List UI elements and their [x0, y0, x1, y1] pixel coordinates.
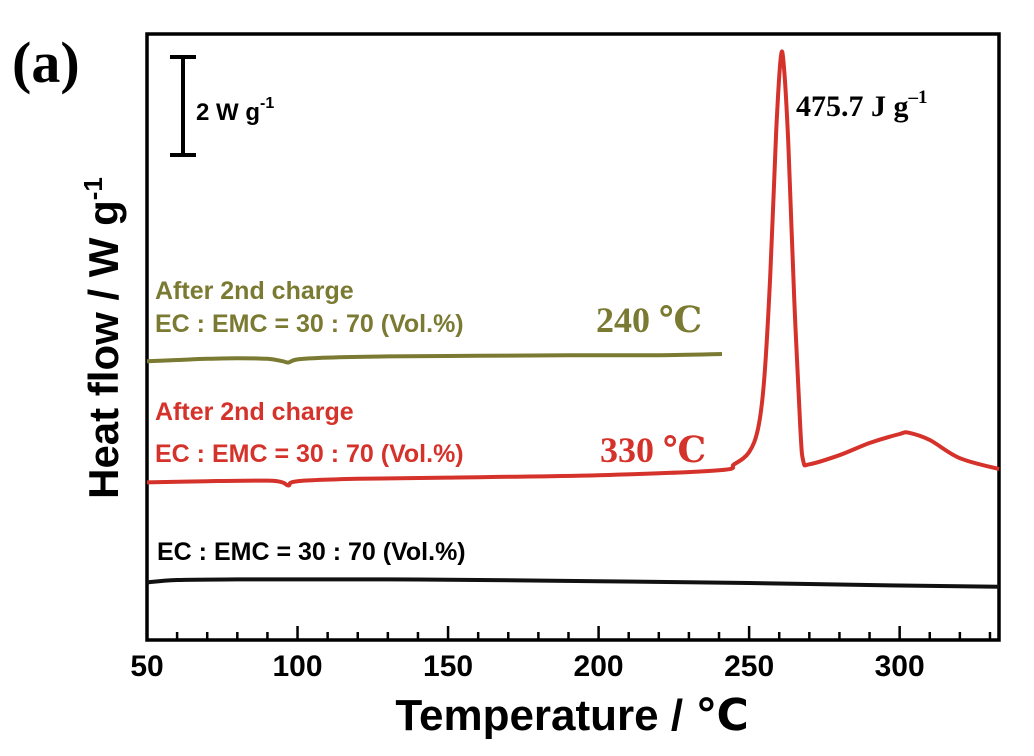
series-line-330c: [146, 49, 1000, 488]
series-group: [146, 49, 1000, 589]
x-tick-label: 150: [423, 650, 473, 683]
x-tick-label: 50: [130, 650, 163, 683]
x-tick-label: 100: [272, 650, 322, 683]
series-line-electrolyte: [146, 577, 1000, 589]
x-axis-label: Temperature / ℃: [395, 691, 748, 740]
series-330-temp-label: 330 ℃: [600, 430, 706, 470]
series-240-labels: After 2nd charge EC : EMC = 30 : 70 (Vol…: [155, 277, 702, 340]
series-240-label-line1: After 2nd charge: [155, 277, 354, 305]
scale-bar-label: 2 W g-1: [196, 95, 274, 126]
scale-bar: 2 W g-1: [170, 55, 274, 157]
x-axis-tick-labels: 50 100 150 200 250 300: [130, 650, 924, 683]
x-tick-label: 200: [574, 650, 624, 683]
x-tick-label: 300: [875, 650, 925, 683]
series-240-label-line2: EC : EMC = 30 : 70 (Vol.%): [155, 310, 464, 338]
series-240-temp-label: 240 ℃: [596, 300, 702, 340]
series-baseline-label: EC : EMC = 30 : 70 (Vol.%): [157, 538, 466, 566]
series-330-labels: After 2nd charge EC : EMC = 30 : 70 (Vol…: [155, 398, 706, 470]
series-330-label-line1: After 2nd charge: [155, 398, 354, 426]
panel-label: (a): [12, 30, 80, 95]
series-line-240c: [146, 352, 723, 365]
plot-frame: [145, 32, 1001, 642]
series-330-label-line2: EC : EMC = 30 : 70 (Vol.%): [155, 440, 464, 468]
x-tick-label: 250: [724, 650, 774, 683]
x-axis-ticks: [145, 626, 992, 640]
peak-enthalpy-annotation: 475.7 J g–1: [796, 87, 928, 123]
y-axis-label: Heat flow / W g-1: [78, 177, 127, 499]
